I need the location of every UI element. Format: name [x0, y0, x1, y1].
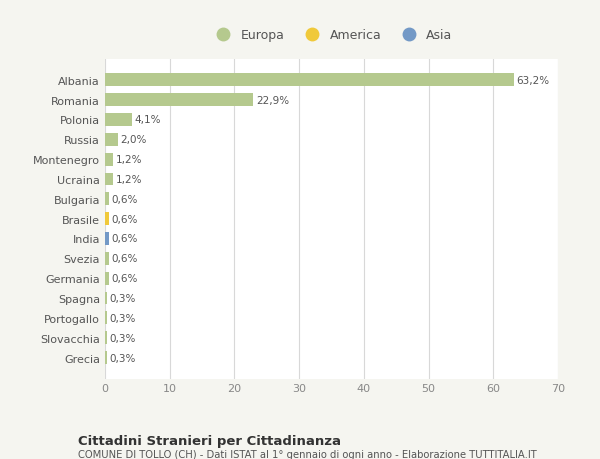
Text: 4,1%: 4,1% [134, 115, 161, 125]
Text: 22,9%: 22,9% [256, 95, 289, 106]
Text: 0,6%: 0,6% [112, 195, 138, 204]
Text: 63,2%: 63,2% [517, 76, 550, 85]
Bar [105, 134, 118, 146]
Bar [105, 252, 109, 265]
Bar [105, 312, 107, 325]
Text: 1,2%: 1,2% [115, 174, 142, 185]
Bar [105, 292, 107, 305]
Text: 2,0%: 2,0% [121, 135, 147, 145]
Text: 0,3%: 0,3% [110, 333, 136, 343]
Text: Cittadini Stranieri per Cittadinanza: Cittadini Stranieri per Cittadinanza [78, 434, 341, 447]
Bar [105, 114, 131, 127]
Bar [105, 351, 107, 364]
Text: 0,3%: 0,3% [110, 313, 136, 323]
Bar [105, 233, 109, 246]
Text: 0,6%: 0,6% [112, 234, 138, 244]
Text: 1,2%: 1,2% [115, 155, 142, 165]
Bar [105, 213, 109, 226]
Text: 0,6%: 0,6% [112, 214, 138, 224]
Text: 0,3%: 0,3% [110, 293, 136, 303]
Bar [105, 173, 113, 186]
Text: 0,6%: 0,6% [112, 274, 138, 284]
Text: COMUNE DI TOLLO (CH) - Dati ISTAT al 1° gennaio di ogni anno - Elaborazione TUTT: COMUNE DI TOLLO (CH) - Dati ISTAT al 1° … [78, 449, 537, 459]
Text: 0,6%: 0,6% [112, 254, 138, 264]
Bar [105, 331, 107, 344]
Bar [105, 193, 109, 206]
Text: 0,3%: 0,3% [110, 353, 136, 363]
Bar [105, 74, 514, 87]
Bar [105, 153, 113, 166]
Bar [105, 94, 253, 107]
Legend: Europa, America, Asia: Europa, America, Asia [206, 24, 457, 47]
Bar [105, 272, 109, 285]
